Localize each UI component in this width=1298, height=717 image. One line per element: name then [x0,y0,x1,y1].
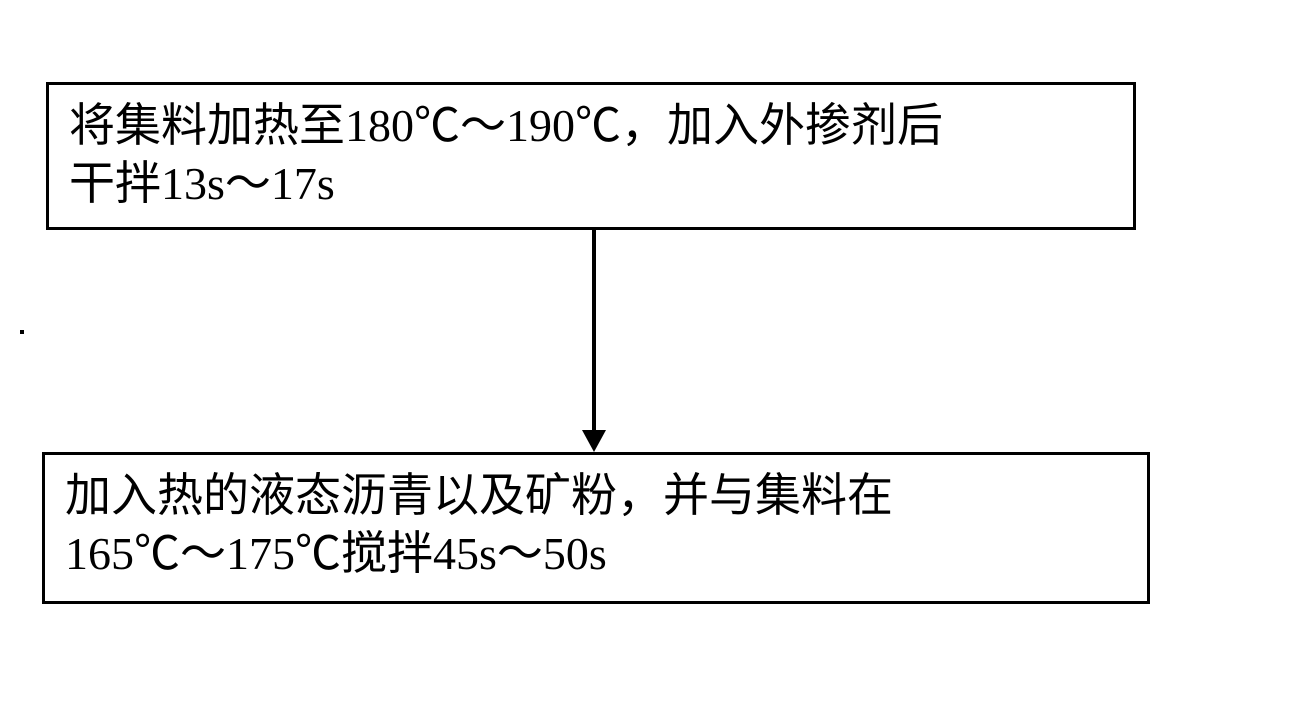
step1-box: 将集料加热至180℃～190℃，加入外掺剂后 干拌13s～17s [46,82,1136,230]
stray-dot [20,330,24,334]
step2-text-line2: 165℃～175℃搅拌45s～50s [65,525,1127,583]
arrow-step1-to-step2 [592,230,596,430]
flowchart-canvas: 将集料加热至180℃～190℃，加入外掺剂后 干拌13s～17s 加入热的液态沥… [0,0,1298,717]
arrow-head-icon [582,430,606,452]
step1-text-line2: 干拌13s～17s [69,155,1113,213]
step2-box: 加入热的液态沥青以及矿粉，并与集料在 165℃～175℃搅拌45s～50s [42,452,1150,604]
step1-text-line1: 将集料加热至180℃～190℃，加入外掺剂后 [69,97,1113,155]
step2-text-line1: 加入热的液态沥青以及矿粉，并与集料在 [65,467,1127,525]
